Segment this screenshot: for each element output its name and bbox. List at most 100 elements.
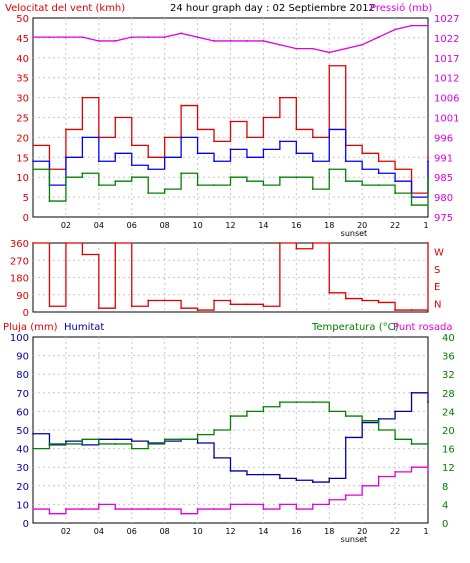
series-dewpoint-point: [81, 508, 84, 510]
series-temperature-point: [196, 433, 199, 436]
humidity-y-tick-label: 30: [16, 463, 29, 474]
series-wind_avg-point: [147, 156, 150, 159]
series-wind_min-point: [48, 200, 51, 202]
series-dewpoint-point: [361, 484, 364, 487]
wind-panel-x-tick-label: 20: [357, 221, 367, 230]
series-wind_gust-point: [311, 160, 314, 163]
series-pressure-point: [394, 28, 396, 31]
humidity-y-tick-label: 80: [16, 370, 29, 381]
rain-axis-label: Pluja (mm): [3, 322, 58, 333]
series-dewpoint-point: [97, 503, 100, 506]
series-direction-point: [213, 299, 215, 302]
humidity-y-tick-label: 10: [16, 500, 29, 511]
humidity-panel-x-tick-label: 20: [357, 527, 367, 536]
humidity-y-tick-label: 0: [23, 519, 29, 530]
series-wind_min-point: [311, 188, 314, 191]
humidity-y-tick-label: 50: [16, 426, 29, 437]
wind-pressure-panel: 0 5 10 15 20 25 30 35 40 45 50 975 980 985 991 996 1001 1…: [16, 14, 459, 238]
series-pressure-point: [163, 36, 166, 39]
series-wind_avg-point: [213, 140, 215, 143]
series-wind_gust-point: [328, 128, 331, 131]
series-humidity-point: [246, 473, 248, 476]
series-wind_gust-point: [213, 160, 215, 163]
series-wind_min-point: [130, 176, 133, 179]
series-pressure-point: [180, 32, 183, 35]
series-wind_min-point: [114, 180, 117, 183]
series-pressure-point: [361, 43, 364, 46]
series-wind_min-point: [262, 184, 265, 187]
series-wind_min-point: [278, 176, 281, 179]
series-temperature-point: [377, 429, 380, 431]
series-wind_avg-point: [114, 116, 117, 119]
series-temperature-point: [410, 443, 413, 445]
series-pressure-point: [65, 36, 67, 39]
series-humidity-point: [410, 391, 413, 394]
series-temperature-point: [361, 419, 364, 422]
series-pressure-point: [97, 40, 100, 42]
series-humidity-point: [229, 470, 232, 472]
series-humidity-point: [361, 421, 364, 424]
series-wind_gust-point: [180, 136, 183, 139]
wind-axis-label: Velocitat del vent (kmh): [5, 3, 125, 14]
series-dewpoint-point: [328, 498, 331, 501]
wind-panel-x-tick-label: 18: [324, 221, 334, 230]
direction-y-tick-label: 0: [23, 308, 29, 319]
pressure-y-tick-label: 1022: [434, 34, 459, 45]
temperature-y-tick-label: 40: [442, 333, 455, 344]
humidity-y-tick-label: 100: [10, 333, 29, 344]
series-direction: [33, 242, 429, 311]
series-dewpoint-point: [114, 508, 117, 510]
series-wind_avg-point: [229, 120, 232, 123]
series-direction-point: [246, 303, 248, 306]
humidity-y-tick-label: 70: [16, 389, 29, 400]
series-wind_min-point: [377, 184, 380, 187]
series-pressure-point: [377, 36, 380, 39]
series-pressure-point: [229, 40, 232, 42]
temperature-y-tick-label: 4: [442, 500, 448, 511]
series-pressure-point: [213, 40, 215, 42]
pressure-y-tick-label: 980: [434, 193, 453, 204]
series-pressure-point: [32, 36, 34, 39]
series-direction-point: [65, 242, 67, 244]
series-humidity-point: [427, 401, 429, 403]
series-temperature-point: [65, 443, 67, 445]
series-direction-point: [410, 309, 413, 311]
series-wind_avg-point: [196, 128, 199, 131]
series-direction-point: [147, 299, 150, 302]
temperature-axis-label: Temperatura (°C): [311, 322, 399, 333]
series-dewpoint-point: [65, 508, 67, 510]
series-pressure-point: [295, 47, 298, 50]
series-humidity-point: [377, 417, 380, 420]
pressure-y-tick-label: 996: [434, 133, 453, 144]
series-pressure-point: [344, 47, 347, 50]
temperature-y-tick-label: 20: [442, 426, 455, 437]
series-wind_gust-point: [262, 148, 265, 151]
series-direction-point: [394, 309, 396, 311]
compass-label: W: [434, 248, 444, 259]
humidity-panel-x-tick-label: 08: [160, 527, 170, 536]
wind-y-tick-label: 50: [16, 14, 29, 25]
series-direction-point: [229, 303, 232, 306]
series-humidity-point: [196, 442, 199, 444]
series-wind_gust-point: [97, 160, 100, 163]
temperature-y-tick-label: 16: [442, 445, 455, 456]
series-dewpoint-point: [163, 508, 166, 510]
series-dewpoint-point: [311, 503, 314, 506]
chart-title: 24 hour graph day : 02 Septiembre 2012: [170, 3, 375, 14]
series-temperature-point: [246, 410, 248, 413]
pressure-y-tick-label: 1012: [434, 74, 459, 85]
series-wind_avg-point: [163, 136, 166, 139]
series-wind_avg-point: [427, 156, 429, 159]
series-direction-point: [361, 299, 364, 302]
series-wind_gust-point: [361, 168, 364, 171]
pressure-y-tick-label: 1017: [434, 54, 459, 65]
series-humidity-point: [65, 440, 67, 443]
series-wind_min-point: [427, 176, 429, 179]
series-direction-point: [295, 247, 298, 250]
series-dewpoint-point: [394, 470, 396, 473]
series-wind_min-point: [32, 168, 34, 171]
wind-panel-sunset-label: sunset: [341, 229, 368, 238]
series-wind_gust-point: [130, 164, 133, 167]
